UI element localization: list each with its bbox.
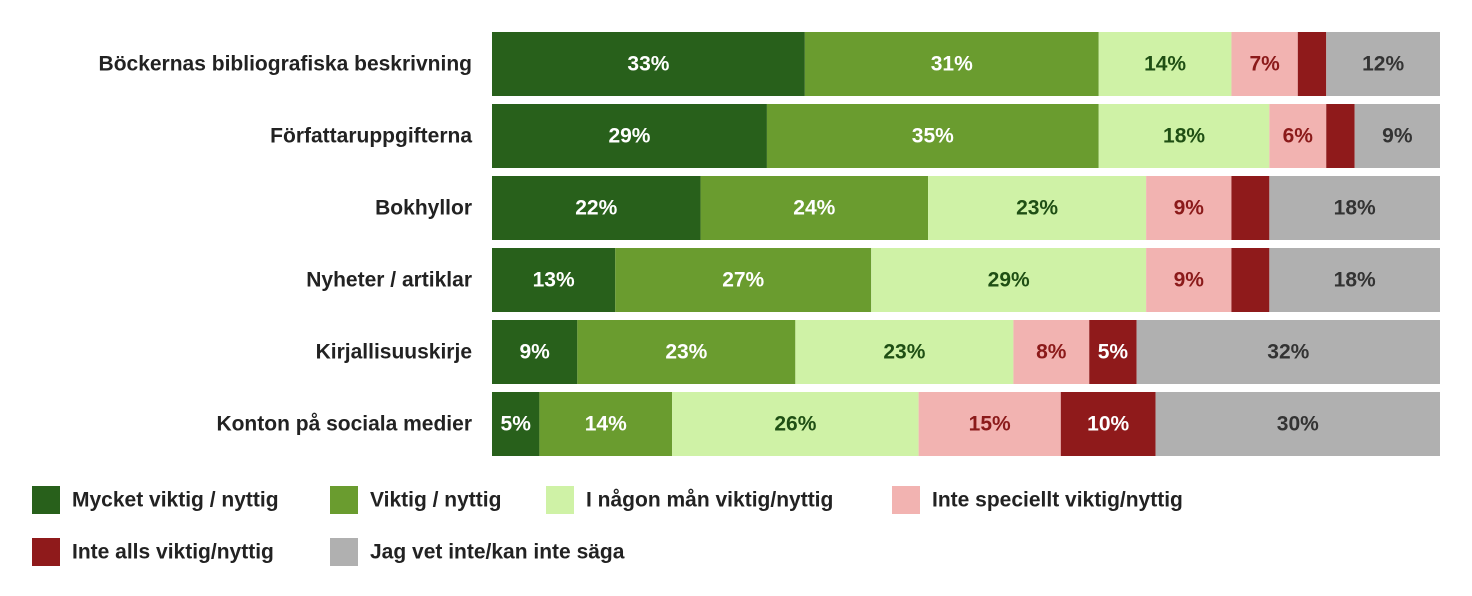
data-label-bockernas-bibliografiska-beskrivning-viktig-nyttig: 31% xyxy=(931,53,973,76)
data-label-bokhyllor-i-nagon-man-viktig-nyttig: 23% xyxy=(1016,197,1058,220)
data-label-konton-pa-sociala-medier-inte-alls-viktig-nyttig: 10% xyxy=(1087,413,1129,436)
category-label-konton-pa-sociala-medier: Konton på sociala medier xyxy=(216,413,472,436)
data-label-kirjallisuuskirje-inte-alls-viktig-nyttig: 5% xyxy=(1098,341,1129,364)
data-label-bokhyllor-viktig-nyttig: 24% xyxy=(793,197,835,220)
data-label-nyheter-artiklar-i-nagon-man-viktig-nyttig: 29% xyxy=(988,269,1030,292)
legend-item-viktig-nyttig: Viktig / nyttig xyxy=(330,486,501,514)
bar-segment-bockernas-bibliografiska-beskrivning-mycket-viktig-nyttig xyxy=(492,32,805,96)
data-label-kirjallisuuskirje-inte-speciellt-viktig-nyttig: 8% xyxy=(1036,341,1067,364)
data-label-nyheter-artiklar-inte-speciellt-viktig-nyttig: 9% xyxy=(1174,269,1205,292)
bar-segment-konton-pa-sociala-medier-inte-alls-viktig-nyttig xyxy=(1060,392,1156,456)
bar-segment-forfattaruppgifterna-i-nagon-man-viktig-nyttig xyxy=(1098,104,1270,168)
category-label-kirjallisuuskirje: Kirjallisuuskirje xyxy=(316,341,472,364)
bar-segment-konton-pa-sociala-medier-inte-speciellt-viktig-nyttig xyxy=(918,392,1061,456)
category-label-forfattaruppgifterna: Författaruppgifterna xyxy=(270,125,472,148)
data-label-bokhyllor-jag-vet-inte-kan-inte-saga: 18% xyxy=(1334,197,1376,220)
bar-segment-forfattaruppgifterna-viktig-nyttig xyxy=(766,104,1099,168)
bar-segment-nyheter-artiklar-mycket-viktig-nyttig xyxy=(492,248,616,312)
bar-segment-forfattaruppgifterna-inte-speciellt-viktig-nyttig xyxy=(1269,104,1327,168)
bars: 33% 31% 14% 7% 12% 29% 35% 18% 6% 9% 22% 24% 23% 9% 18… xyxy=(492,32,1440,456)
bar-segment-bockernas-bibliografiska-beskrivning-viktig-nyttig xyxy=(804,32,1099,96)
bar-segment-nyheter-artiklar-i-nagon-man-viktig-nyttig xyxy=(871,248,1147,312)
legend-label-i-nagon-man-viktig-nyttig: I någon mån viktig/nyttig xyxy=(586,489,833,512)
bar-segment-bokhyllor-i-nagon-man-viktig-nyttig xyxy=(928,176,1147,240)
bar-segment-nyheter-artiklar-inte-alls-viktig-nyttig xyxy=(1231,248,1270,312)
bar-segment-konton-pa-sociala-medier-jag-vet-inte-kan-inte-saga xyxy=(1155,392,1440,456)
bar-segment-bockernas-bibliografiska-beskrivning-jag-vet-inte-kan-inte-saga xyxy=(1326,32,1440,96)
data-label-kirjallisuuskirje-viktig-nyttig: 23% xyxy=(665,341,707,364)
legend-swatch-jag-vet-inte-kan-inte-saga xyxy=(330,538,358,566)
legend-item-i-nagon-man-viktig-nyttig: I någon mån viktig/nyttig xyxy=(546,486,833,514)
bar-segment-bokhyllor-viktig-nyttig xyxy=(700,176,929,240)
legend-item-inte-speciellt-viktig-nyttig: Inte speciellt viktig/nyttig xyxy=(892,486,1183,514)
data-label-bockernas-bibliografiska-beskrivning-jag-vet-inte-kan-inte-saga: 12% xyxy=(1362,53,1404,76)
legend-label-inte-speciellt-viktig-nyttig: Inte speciellt viktig/nyttig xyxy=(932,489,1183,512)
bar-segment-nyheter-artiklar-viktig-nyttig xyxy=(615,248,872,312)
bar-segment-nyheter-artiklar-inte-speciellt-viktig-nyttig xyxy=(1146,248,1232,312)
bar-segment-nyheter-artiklar-jag-vet-inte-kan-inte-saga xyxy=(1269,248,1440,312)
data-label-bockernas-bibliografiska-beskrivning-mycket-viktig-nyttig: 33% xyxy=(627,53,669,76)
bar-segment-bockernas-bibliografiska-beskrivning-inte-speciellt-viktig-nyttig xyxy=(1231,32,1298,96)
data-label-nyheter-artiklar-jag-vet-inte-kan-inte-saga: 18% xyxy=(1334,269,1376,292)
data-label-forfattaruppgifterna-jag-vet-inte-kan-inte-saga: 9% xyxy=(1382,125,1413,148)
legend-label-mycket-viktig-nyttig: Mycket viktig / nyttig xyxy=(72,489,279,512)
legend-swatch-inte-speciellt-viktig-nyttig xyxy=(892,486,920,514)
legend-swatch-mycket-viktig-nyttig xyxy=(32,486,60,514)
bar-segment-kirjallisuuskirje-inte-speciellt-viktig-nyttig xyxy=(1013,320,1090,384)
data-label-bokhyllor-mycket-viktig-nyttig: 22% xyxy=(575,197,617,220)
data-label-konton-pa-sociala-medier-i-nagon-man-viktig-nyttig: 26% xyxy=(774,413,816,436)
legend-swatch-viktig-nyttig xyxy=(330,486,358,514)
data-label-bockernas-bibliografiska-beskrivning-i-nagon-man-viktig-nyttig: 14% xyxy=(1144,53,1186,76)
data-label-konton-pa-sociala-medier-jag-vet-inte-kan-inte-saga: 30% xyxy=(1277,413,1319,436)
data-label-forfattaruppgifterna-mycket-viktig-nyttig: 29% xyxy=(608,125,650,148)
bar-segment-bokhyllor-inte-alls-viktig-nyttig xyxy=(1231,176,1270,240)
bar-segment-kirjallisuuskirje-inte-alls-viktig-nyttig xyxy=(1089,320,1137,384)
bar-segment-kirjallisuuskirje-jag-vet-inte-kan-inte-saga xyxy=(1136,320,1440,384)
data-label-nyheter-artiklar-viktig-nyttig: 27% xyxy=(722,269,764,292)
bar-segment-kirjallisuuskirje-mycket-viktig-nyttig xyxy=(492,320,578,384)
bar-segment-kirjallisuuskirje-viktig-nyttig xyxy=(577,320,796,384)
legend-label-viktig-nyttig: Viktig / nyttig xyxy=(370,489,501,512)
bar-segment-bokhyllor-jag-vet-inte-kan-inte-saga xyxy=(1269,176,1440,240)
legend-swatch-inte-alls-viktig-nyttig xyxy=(32,538,60,566)
data-label-bokhyllor-inte-speciellt-viktig-nyttig: 9% xyxy=(1174,197,1205,220)
bar-segment-forfattaruppgifterna-mycket-viktig-nyttig xyxy=(492,104,767,168)
data-label-konton-pa-sociala-medier-mycket-viktig-nyttig: 5% xyxy=(501,413,532,436)
data-label-forfattaruppgifterna-viktig-nyttig: 35% xyxy=(912,125,954,148)
bar-segment-konton-pa-sociala-medier-mycket-viktig-nyttig xyxy=(492,392,540,456)
category-labels: Böckernas bibliografiska beskrivning Förf… xyxy=(99,53,473,436)
data-label-kirjallisuuskirje-i-nagon-man-viktig-nyttig: 23% xyxy=(883,341,925,364)
bar-segment-forfattaruppgifterna-jag-vet-inte-kan-inte-saga xyxy=(1354,104,1440,168)
category-label-bokhyllor: Bokhyllor xyxy=(375,197,472,220)
data-label-konton-pa-sociala-medier-viktig-nyttig: 14% xyxy=(585,413,627,436)
data-label-kirjallisuuskirje-jag-vet-inte-kan-inte-saga: 32% xyxy=(1267,341,1309,364)
category-label-nyheter-artiklar: Nyheter / artiklar xyxy=(306,269,472,292)
data-label-konton-pa-sociala-medier-inte-speciellt-viktig-nyttig: 15% xyxy=(969,413,1011,436)
category-label-bockernas-bibliografiska-beskrivning: Böckernas bibliografiska beskrivning xyxy=(99,53,472,76)
legend-swatch-i-nagon-man-viktig-nyttig xyxy=(546,486,574,514)
legend-item-inte-alls-viktig-nyttig: Inte alls viktig/nyttig xyxy=(32,538,274,566)
data-label-kirjallisuuskirje-mycket-viktig-nyttig: 9% xyxy=(519,341,550,364)
data-label-forfattaruppgifterna-i-nagon-man-viktig-nyttig: 18% xyxy=(1163,125,1205,148)
data-label-bockernas-bibliografiska-beskrivning-inte-speciellt-viktig-nyttig: 7% xyxy=(1249,53,1280,76)
data-label-nyheter-artiklar-mycket-viktig-nyttig: 13% xyxy=(533,269,575,292)
legend-label-inte-alls-viktig-nyttig: Inte alls viktig/nyttig xyxy=(72,541,274,564)
bar-segment-bockernas-bibliografiska-beskrivning-i-nagon-man-viktig-nyttig xyxy=(1098,32,1232,96)
bar-segment-forfattaruppgifterna-inte-alls-viktig-nyttig xyxy=(1326,104,1355,168)
bar-segment-kirjallisuuskirje-i-nagon-man-viktig-nyttig xyxy=(795,320,1014,384)
bar-segment-bokhyllor-mycket-viktig-nyttig xyxy=(492,176,701,240)
bar-segment-bokhyllor-inte-speciellt-viktig-nyttig xyxy=(1146,176,1232,240)
bar-segment-konton-pa-sociala-medier-i-nagon-man-viktig-nyttig xyxy=(672,392,919,456)
bar-segment-konton-pa-sociala-medier-viktig-nyttig xyxy=(539,392,673,456)
legend-item-jag-vet-inte-kan-inte-saga: Jag vet inte/kan inte säga xyxy=(330,538,625,566)
legend: Mycket viktig / nyttig Viktig / nyttig I n… xyxy=(32,486,1183,566)
data-label-forfattaruppgifterna-inte-speciellt-viktig-nyttig: 6% xyxy=(1283,125,1314,148)
bar-segment-bockernas-bibliografiska-beskrivning-inte-alls-viktig-nyttig xyxy=(1297,32,1327,96)
legend-label-jag-vet-inte-kan-inte-saga: Jag vet inte/kan inte säga xyxy=(370,541,625,564)
legend-item-mycket-viktig-nyttig: Mycket viktig / nyttig xyxy=(32,486,279,514)
